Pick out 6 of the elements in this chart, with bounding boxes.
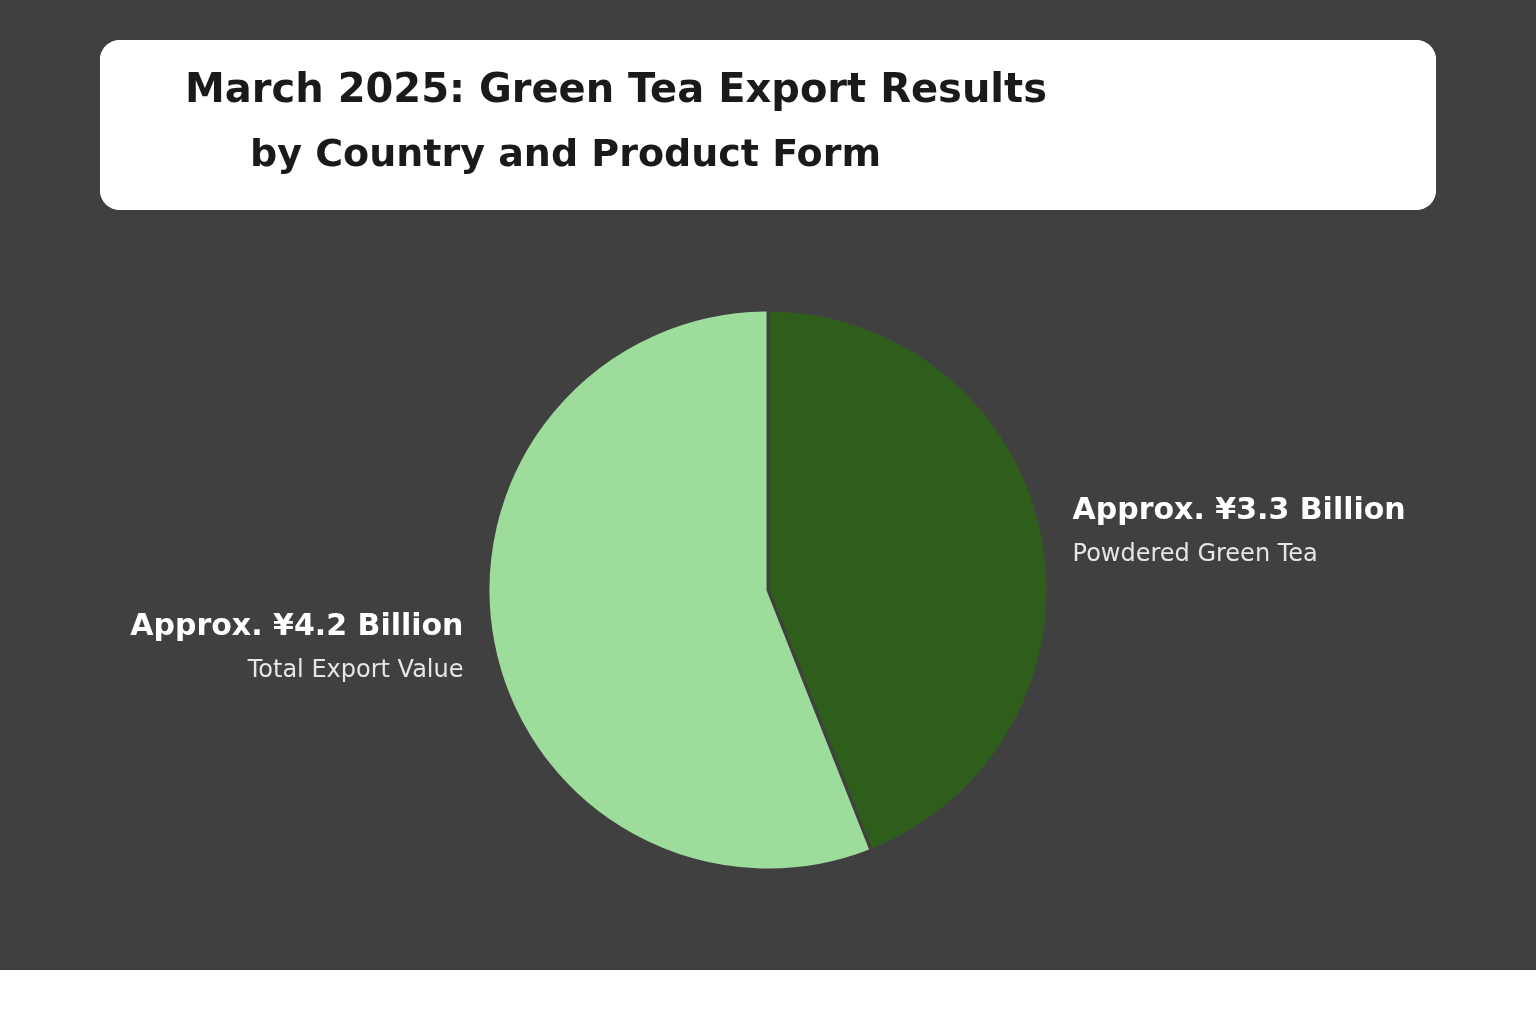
- data-label: Approx. ¥3.3 Billion: [1072, 490, 1406, 526]
- chart-subtitle: by Country and Product Form: [250, 131, 882, 175]
- slice-label: Total Export Value: [246, 655, 464, 684]
- data-label: Approx. ¥4.2 Billion: [130, 607, 464, 643]
- chart-title: March 2025: Green Tea Export Results: [185, 65, 1047, 111]
- slice-label: Powdered Green Tea: [1072, 538, 1318, 567]
